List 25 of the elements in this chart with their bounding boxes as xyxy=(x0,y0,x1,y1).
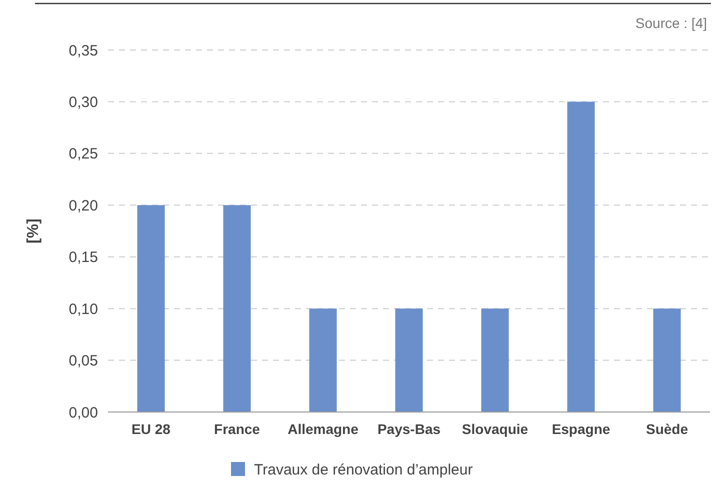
x-tick-label: France xyxy=(214,421,260,437)
bar xyxy=(137,205,165,412)
bar xyxy=(481,308,509,412)
bar xyxy=(309,308,337,412)
source-note: Source : [4] xyxy=(635,15,707,31)
y-tick-label: 0,20 xyxy=(68,197,98,214)
y-axis-title: [%] xyxy=(25,218,42,244)
x-tick-label: Allemagne xyxy=(288,421,359,437)
y-tick-label: 0,15 xyxy=(68,249,98,266)
x-tick-label: EU 28 xyxy=(132,421,171,437)
bar xyxy=(223,205,251,412)
legend-label: Travaux de rénovation d’ampleur xyxy=(254,461,473,478)
x-tick-label: Espagne xyxy=(552,421,610,437)
x-tick-label: Slovaquie xyxy=(462,421,528,437)
y-tick-label: 0,35 xyxy=(68,42,98,60)
y-tick-label: 0,00 xyxy=(68,404,98,422)
bar xyxy=(653,308,681,412)
bar xyxy=(395,308,423,412)
x-tick-label: Suède xyxy=(646,421,688,437)
y-tick-label: 0,05 xyxy=(68,352,98,370)
x-tick-label: Pays-Bas xyxy=(377,421,441,437)
y-tick-label: 0,30 xyxy=(68,94,98,111)
bar xyxy=(567,102,595,412)
y-tick-label: 0,25 xyxy=(68,146,98,163)
y-tick-label: 0,10 xyxy=(68,300,98,318)
